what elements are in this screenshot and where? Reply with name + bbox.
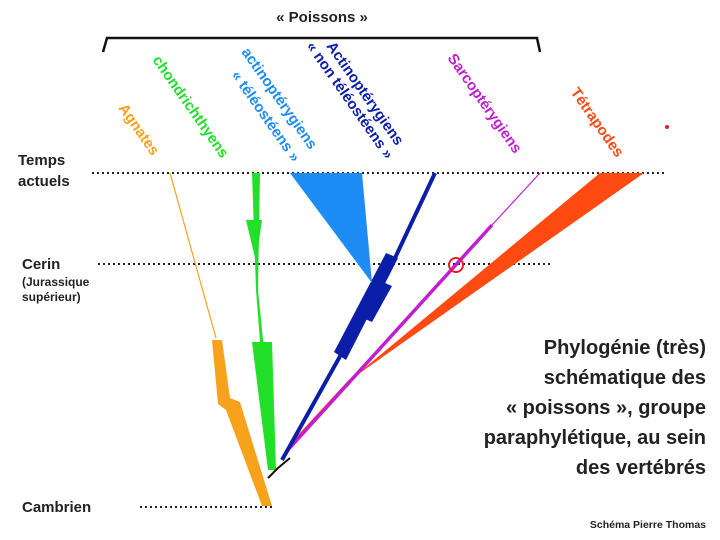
phylogeny-root [267, 457, 291, 479]
tetrapodes-dot [665, 125, 669, 129]
tetrapodes-label: Tétrapodes [567, 85, 627, 161]
agnathes-thin [169, 172, 217, 339]
cerin-label-1: Cerin [22, 256, 60, 273]
sarcopterygiens-branch [284, 223, 494, 454]
cerin-label-2: (Jurassique [22, 275, 90, 289]
present-label-2: actuels [18, 173, 70, 190]
cambrian-label: Cambrien [22, 499, 91, 516]
poissons-bracket [101, 36, 542, 53]
cerin-marker-circle [448, 257, 464, 273]
cerin-label-3: supérieur) [22, 290, 81, 304]
credit-text: Schéma Pierre Thomas [590, 519, 706, 531]
teleosteens-branch [290, 173, 372, 283]
caption-line-5: des vertébrés [576, 457, 706, 479]
agnathes-label: Agnates [115, 101, 163, 159]
sarcopterygiens-thin [491, 172, 541, 226]
caption-line-2: schématique des [544, 367, 706, 389]
caption-line-3: « poissons », groupe [506, 397, 706, 419]
poissons-label: « Poissons » [276, 9, 368, 26]
caption-line-1: Phylogénie (très) [544, 337, 706, 359]
non-teleosteens-thick-segment-2 [358, 280, 392, 322]
caption-line-4: paraphylétique, au sein [484, 427, 706, 449]
present-label-1: Temps [18, 152, 65, 169]
chondrichthyens-label: chondrichthyens [149, 53, 232, 162]
tetrapodes-branch [350, 173, 644, 380]
agnathes-wedge [212, 340, 272, 506]
chondrichthyens-arrow-1 [246, 220, 262, 262]
chondrichthyens-arrow-2 [252, 342, 276, 470]
sarcopterygiens-label: Sarcoptérygiens [444, 51, 525, 157]
